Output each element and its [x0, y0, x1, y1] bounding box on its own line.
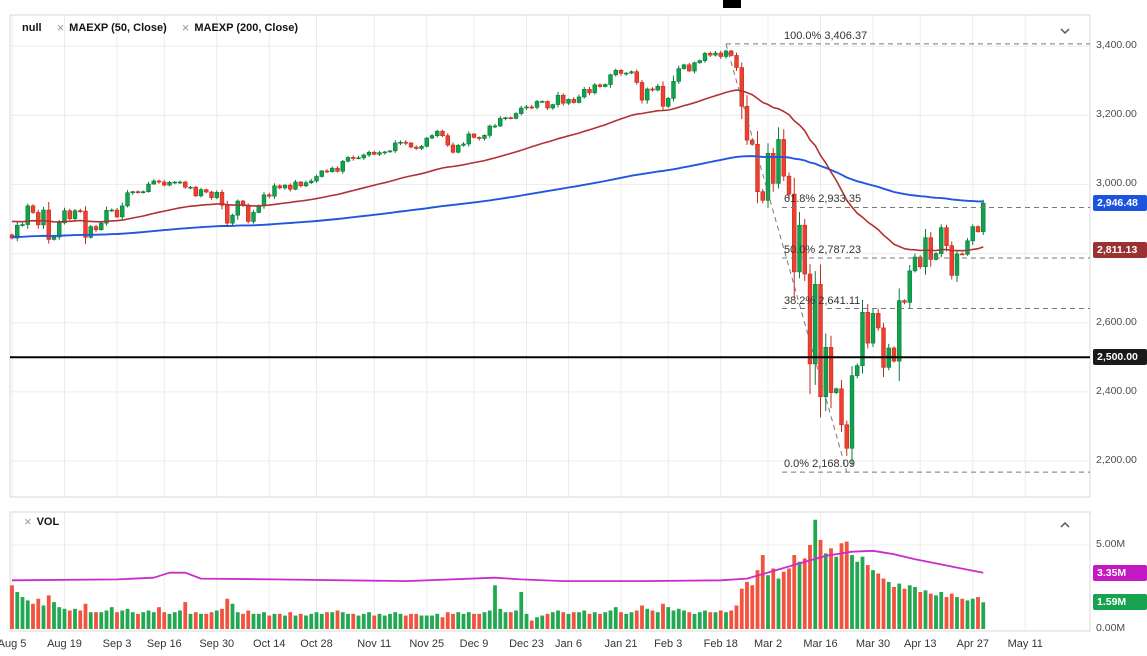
main-series-label[interactable]: null	[22, 22, 42, 34]
price-pane-legend: null × MAEXP (50, Close) × MAEXP (200, C…	[22, 20, 299, 35]
chevron-up-icon	[1059, 516, 1071, 534]
volume-pane-legend: × VOL	[24, 514, 60, 529]
expand-volume-pane-button[interactable]	[1056, 516, 1074, 534]
chevron-down-icon	[1059, 22, 1071, 40]
indicator-ma200-label[interactable]: MAEXP (200, Close)	[194, 22, 299, 34]
volume-indicator-label[interactable]: VOL	[36, 516, 60, 528]
close-icon[interactable]: ×	[24, 514, 32, 529]
indicator-volume: × VOL	[24, 514, 60, 529]
close-icon[interactable]: ×	[56, 20, 65, 35]
collapse-price-pane-button[interactable]	[1056, 22, 1074, 40]
indicator-ma50: × MAEXP (50, Close)	[56, 20, 167, 35]
indicator-ma200: × MAEXP (200, Close)	[181, 20, 299, 35]
top-marker	[723, 0, 741, 8]
close-icon[interactable]: ×	[181, 20, 190, 35]
indicator-ma50-label[interactable]: MAEXP (50, Close)	[69, 22, 167, 34]
